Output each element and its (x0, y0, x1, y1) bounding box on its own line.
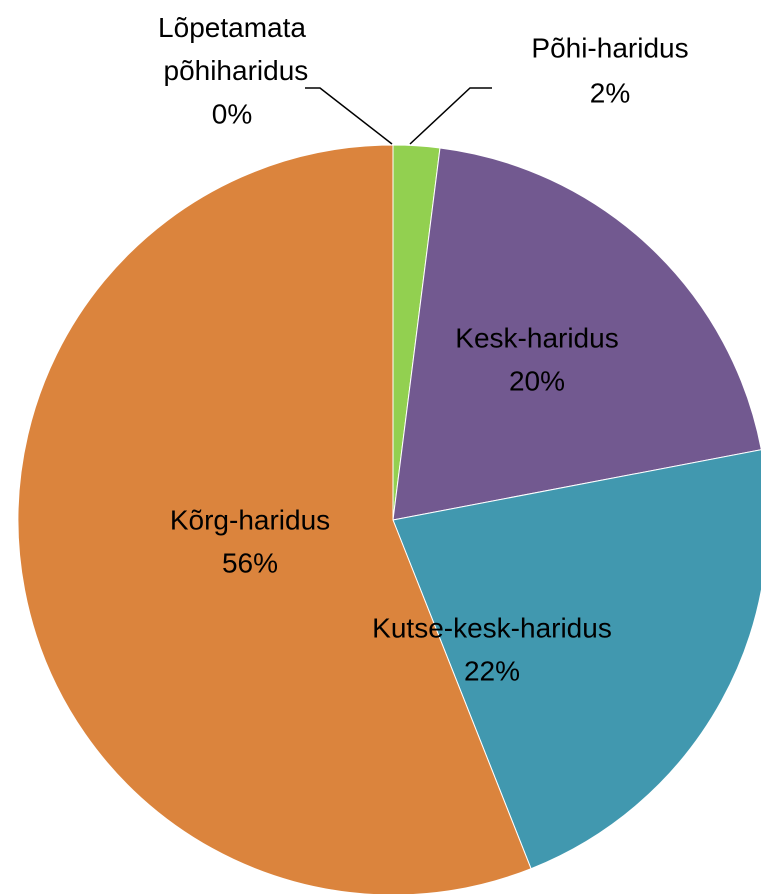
value-label: 20% (509, 365, 565, 396)
leader-line (409, 87, 492, 145)
category-label: Kõrg-haridus (170, 504, 330, 535)
category-label: Põhi-haridus (531, 32, 688, 63)
category-label: Lõpetamata põhiharidus (156, 12, 309, 86)
leader-line (305, 87, 393, 145)
value-label: 56% (222, 547, 278, 578)
value-label: 0% (212, 98, 252, 129)
value-label: 22% (464, 655, 520, 686)
pie-slice (392, 147, 761, 521)
value-label: 2% (590, 77, 630, 108)
pie-slice (392, 449, 761, 870)
category-label: Kutse-kesk-haridus (372, 612, 612, 643)
pie-slice (17, 144, 532, 894)
category-label: Kesk-haridus (455, 322, 618, 353)
